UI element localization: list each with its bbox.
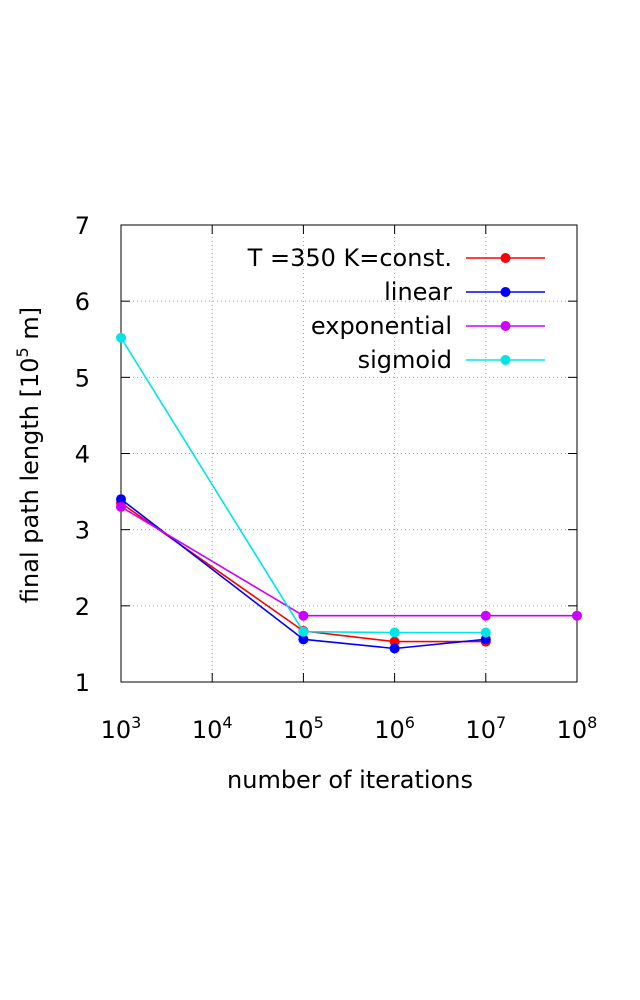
legend-entry: exponential xyxy=(311,312,545,340)
legend-label: linear xyxy=(384,278,452,306)
y-axis-title-unit: m] xyxy=(16,307,44,347)
data-point xyxy=(298,634,309,645)
x-axis-title: number of iterations xyxy=(227,766,473,794)
series-line xyxy=(120,502,486,643)
data-point xyxy=(116,332,126,343)
axes: 103 104 105 106 107 108 1 2 3 4 5 6 7 xyxy=(75,212,598,744)
x-tick-label: 104 xyxy=(192,713,233,744)
series-layer xyxy=(116,332,582,654)
y-tick-label: 4 xyxy=(75,441,90,469)
y-tick-label: 5 xyxy=(75,364,90,392)
x-tick-label: 107 xyxy=(465,713,506,744)
data-point xyxy=(116,501,126,512)
series-line xyxy=(120,498,486,650)
y-tick-label: 7 xyxy=(75,212,90,240)
legend-swatch-point xyxy=(500,355,511,365)
y-axis-title: final path length [105 m] xyxy=(13,307,44,603)
y-tick-label: 3 xyxy=(75,517,90,545)
legend-label: sigmoid xyxy=(358,346,452,374)
series-0 xyxy=(116,498,491,647)
legend: T =350 K=const. linear exponential sigmoid xyxy=(247,244,545,374)
y-tick-label: 2 xyxy=(75,593,90,621)
legend-label: T =350 K=const. xyxy=(247,244,452,272)
data-point xyxy=(389,627,400,638)
data-point xyxy=(298,626,309,637)
x-tick-label: 105 xyxy=(283,713,324,744)
series-line xyxy=(120,337,486,634)
legend-swatch-point xyxy=(500,321,511,331)
series-3 xyxy=(116,332,491,638)
data-point xyxy=(389,636,400,647)
legend-swatch-point xyxy=(500,253,511,263)
legend-swatch-point xyxy=(500,287,511,297)
data-point xyxy=(572,610,582,621)
data-point xyxy=(389,643,400,654)
series-line xyxy=(120,506,577,617)
series-2 xyxy=(116,501,582,621)
data-point xyxy=(116,494,126,505)
y-tick-label: 6 xyxy=(75,288,90,316)
data-point xyxy=(480,634,491,645)
y-tick-label: 1 xyxy=(75,669,90,697)
legend-entry: sigmoid xyxy=(358,346,545,374)
x-tick-label: 103 xyxy=(101,713,142,744)
legend-entry: T =350 K=const. xyxy=(247,244,545,272)
x-tick-label: 106 xyxy=(374,713,415,744)
axis-labels: number of iterations final path length [… xyxy=(13,307,473,794)
data-point xyxy=(480,610,491,621)
legend-entry: linear xyxy=(384,278,545,306)
data-point xyxy=(298,610,309,621)
legend-label: exponential xyxy=(311,312,452,340)
x-tick-label: 108 xyxy=(557,713,598,744)
y-axis-title-main: final path length [10 xyxy=(16,358,44,604)
y-axis-title-exponent: 5 xyxy=(13,347,32,357)
series-1 xyxy=(116,494,491,654)
data-point xyxy=(480,627,491,638)
